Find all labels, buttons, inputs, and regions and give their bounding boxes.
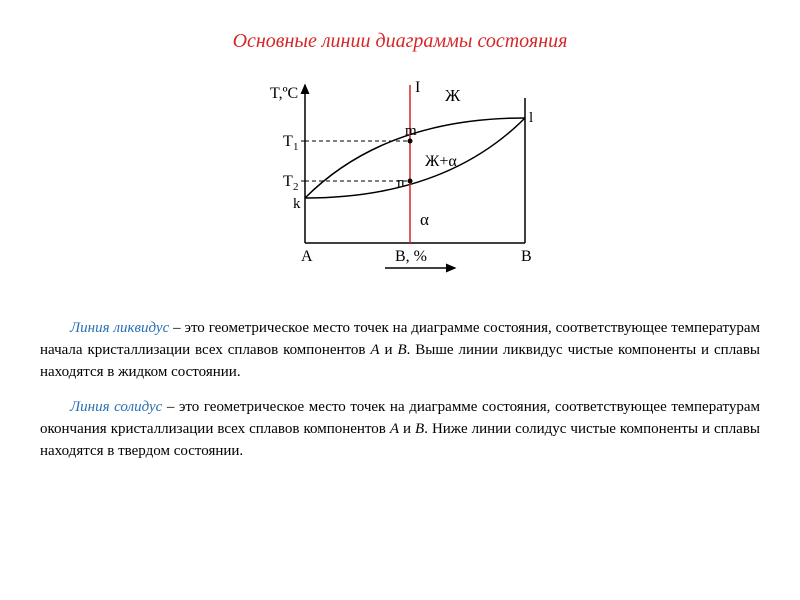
p1-and: и [380, 342, 398, 358]
svg-text:m: m [405, 123, 417, 139]
paragraph-solidus: Линия солидус – это геометрическое место… [40, 397, 760, 462]
svg-text:B, %: B, % [395, 248, 427, 265]
paragraph-liquidus: Линия ликвидус – это геометрическое мест… [40, 318, 760, 383]
svg-text:T,ºC: T,ºC [270, 85, 298, 102]
term-solidus: Линия солидус [70, 399, 162, 415]
svg-text:B: B [521, 248, 532, 265]
page-title: Основные линии диаграммы состояния [40, 30, 760, 53]
svg-text:Ж: Ж [445, 86, 461, 105]
term-liquidus: Линия ликвидус [70, 320, 169, 336]
svg-text:T: T [283, 133, 293, 150]
svg-text:T: T [283, 173, 293, 190]
svg-text:I: I [415, 79, 420, 96]
svg-text:Ж+α: Ж+α [425, 153, 457, 170]
phase-diagram: T,ºCT1T2klmnIЖЖ+ααAB, %B [235, 63, 565, 293]
svg-text:k: k [293, 196, 301, 212]
p2-B: B [415, 421, 424, 437]
svg-text:n: n [397, 175, 405, 191]
diagram-container: T,ºCT1T2klmnIЖЖ+ααAB, %B [40, 63, 760, 293]
svg-text:2: 2 [293, 181, 299, 193]
svg-text:α: α [420, 210, 429, 229]
p1-A: A [370, 342, 379, 358]
svg-text:1: 1 [293, 141, 299, 153]
p2-A: A [390, 421, 399, 437]
svg-text:A: A [301, 248, 313, 265]
svg-text:l: l [529, 110, 533, 126]
p1-B: B [397, 342, 406, 358]
p2-and: и [399, 421, 415, 437]
